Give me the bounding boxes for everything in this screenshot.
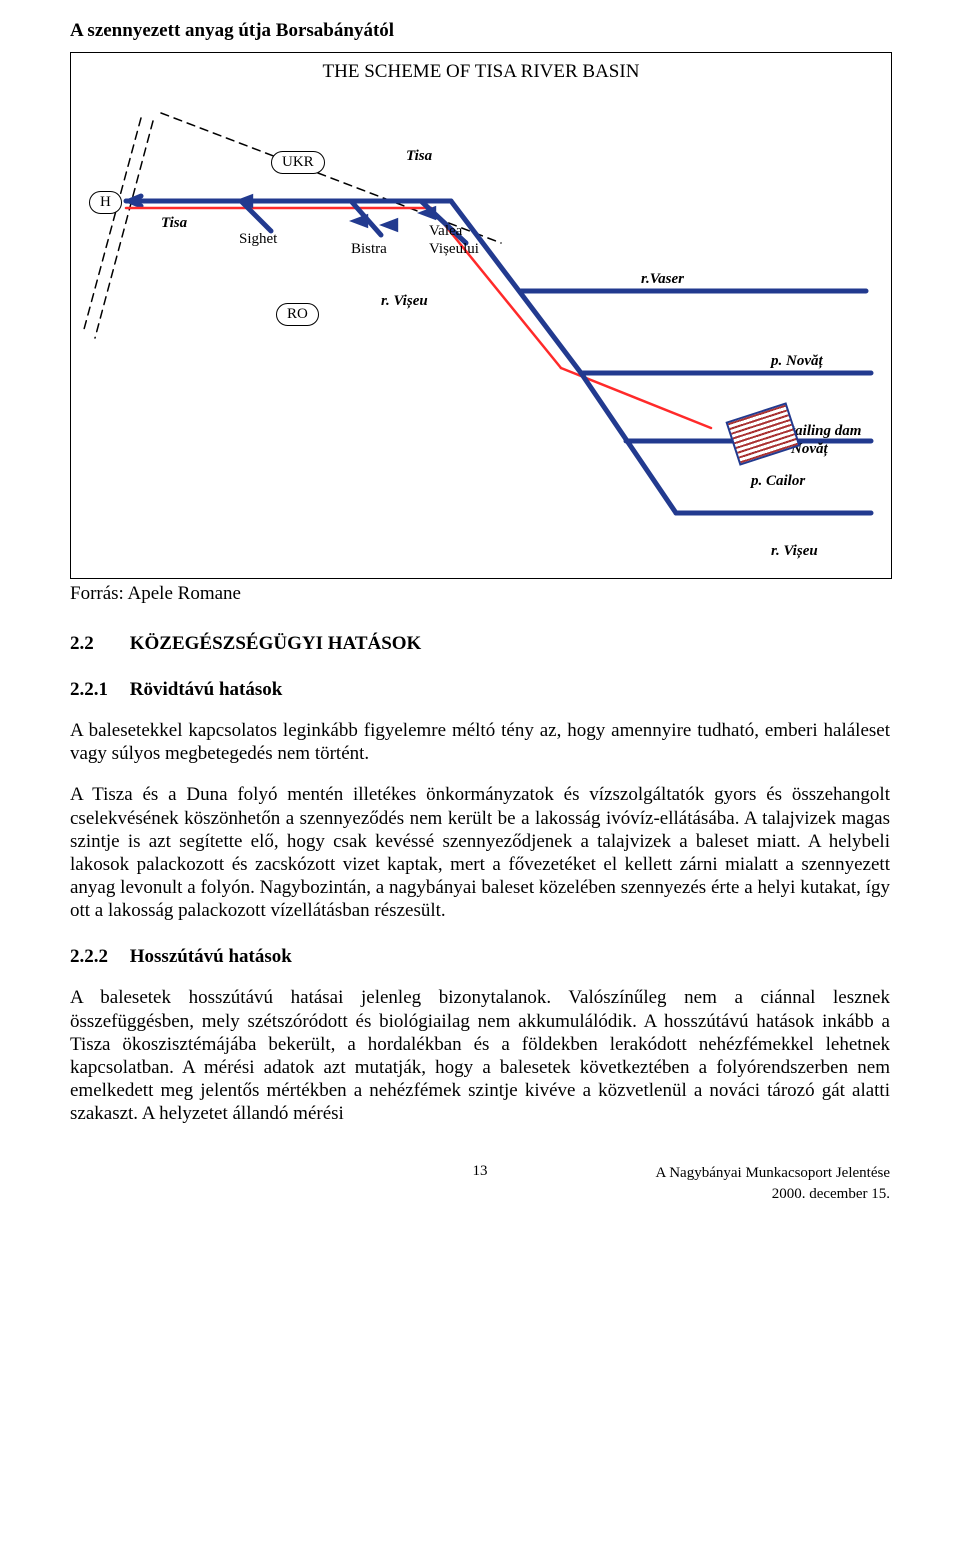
diagram-label: Vișeului: [429, 241, 479, 258]
subsection-number: 2.2.1: [70, 679, 125, 701]
footer-right: A Nagybányai Munkacsoport Jelentése 2000…: [655, 1163, 890, 1205]
diagram-label: p. Novăț: [771, 353, 823, 370]
section-2-2-heading: 2.2 KÖZEGÉSZSÉGÜGYI HATÁSOK: [70, 633, 890, 655]
report-title: A Nagybányai Munkacsoport Jelentése: [655, 1163, 890, 1184]
diagram-svg: [71, 53, 891, 578]
diagram-label: r. Vișeu: [771, 543, 818, 560]
source-line: Forrás: Apele Romane: [70, 583, 890, 605]
diagram-label: Tisa: [161, 215, 187, 232]
subsection-title: Rövidtávú hatások: [130, 679, 283, 700]
paragraph: A balesetekkel kapcsolatos leginkább fig…: [70, 719, 890, 765]
page-footer: 13 A Nagybányai Munkacsoport Jelentése 2…: [70, 1163, 890, 1223]
diagram-label: Tisa: [406, 148, 432, 165]
section-2-2-2-heading: 2.2.2 Hosszútávú hatások: [70, 946, 890, 968]
diagram-label: r.Vaser: [641, 271, 684, 288]
diagram-label: r. Vișeu: [381, 293, 428, 310]
country-label: UKR: [271, 151, 325, 174]
figure-title: A szennyezett anyag útja Borsabányától: [70, 20, 890, 42]
diagram-label: Sighet: [239, 231, 277, 248]
section-2-2-1-heading: 2.2.1 Rövidtávú hatások: [70, 679, 890, 701]
section-number: 2.2: [70, 633, 125, 655]
document-page: A szennyezett anyag útja Borsabányától T…: [0, 0, 960, 1263]
section-title: KÖZEGÉSZSÉGÜGYI HATÁSOK: [130, 633, 422, 654]
subsection-number: 2.2.2: [70, 946, 125, 968]
country-label: H: [89, 191, 122, 214]
country-label: RO: [276, 303, 319, 326]
river-basin-diagram: THE SCHEME OF TISA RIVER BASIN TisaTisaU…: [70, 52, 892, 579]
diagram-label: tailing dam: [791, 423, 861, 440]
paragraph: A balesetek hosszútávú hatásai jelenleg …: [70, 986, 890, 1125]
diagram-label: Bistra: [351, 241, 387, 258]
diagram-label: Valea: [429, 223, 462, 240]
report-date: 2000. december 15.: [655, 1184, 890, 1205]
diagram-label: p. Cailor: [751, 473, 805, 490]
paragraph: A Tisza és a Duna folyó mentén illetékes…: [70, 783, 890, 922]
subsection-title: Hosszútávú hatások: [130, 946, 292, 967]
